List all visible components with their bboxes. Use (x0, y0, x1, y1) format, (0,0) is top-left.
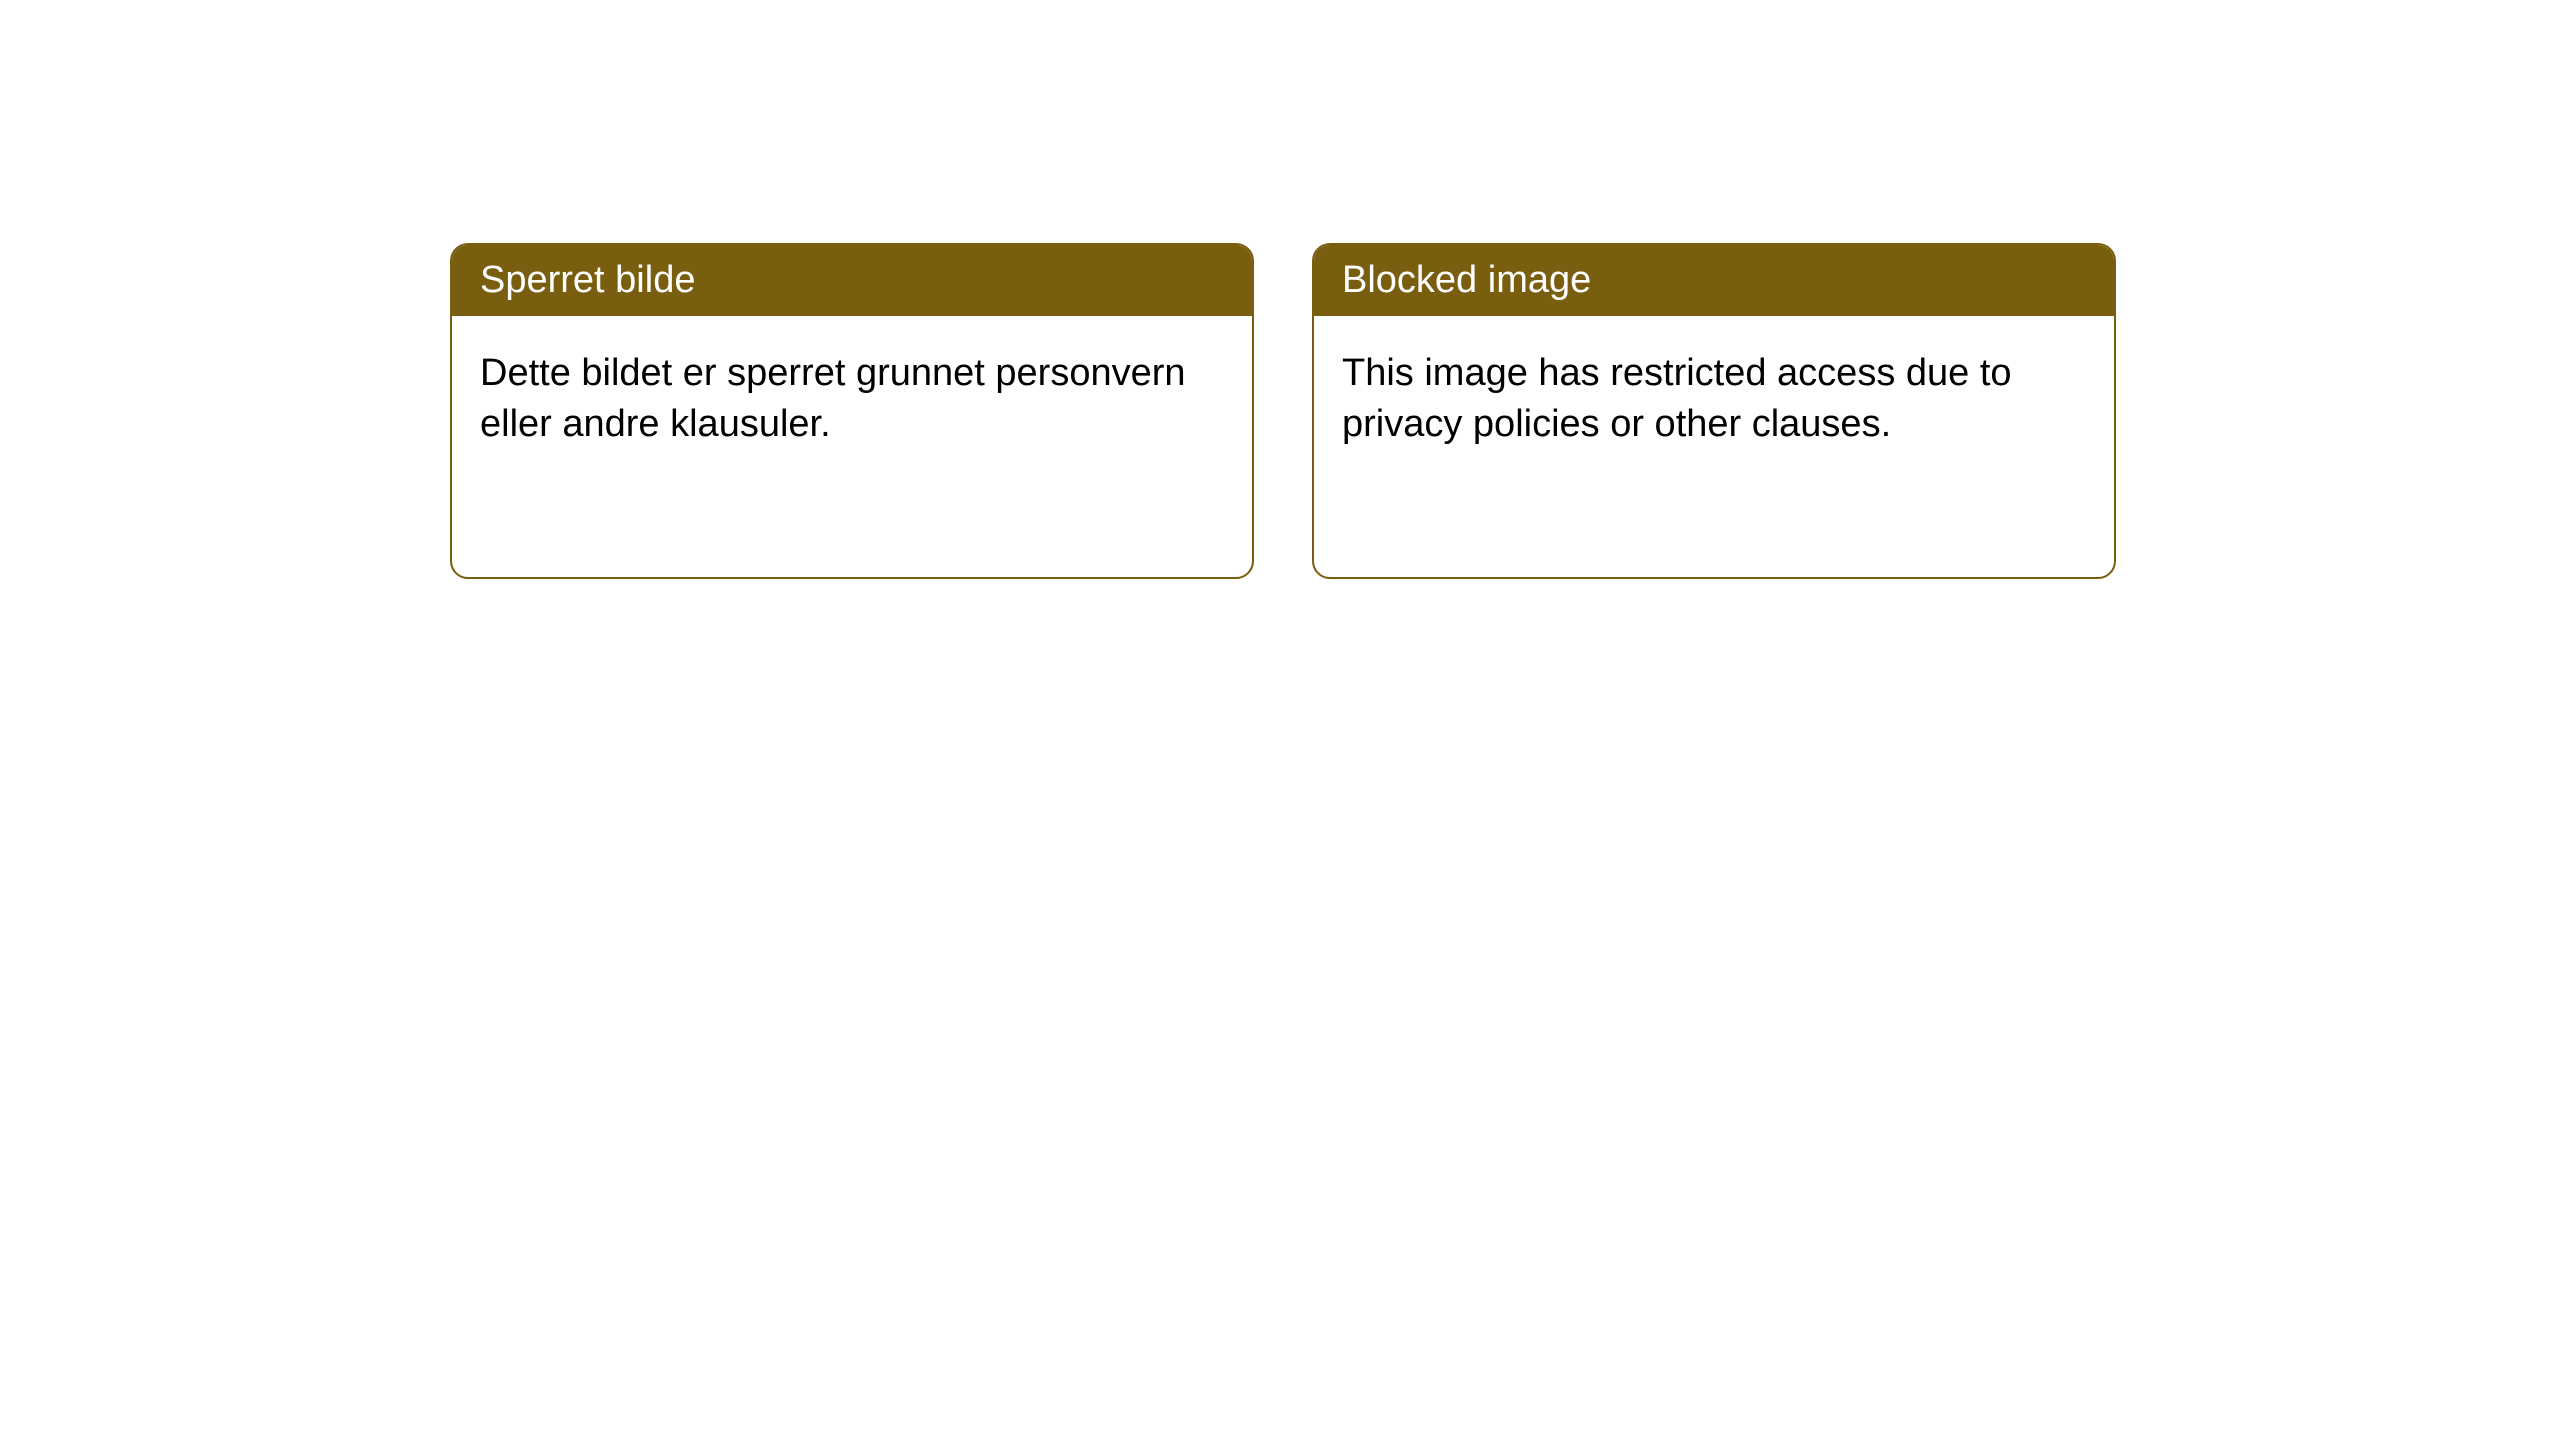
card-message: Dette bildet er sperret grunnet personve… (480, 352, 1186, 445)
blocked-image-card-no: Sperret bilde Dette bildet er sperret gr… (450, 243, 1254, 579)
card-header: Blocked image (1314, 245, 2114, 316)
card-title: Blocked image (1342, 259, 1591, 301)
card-body: Dette bildet er sperret grunnet personve… (452, 316, 1252, 483)
blocked-image-card-en: Blocked image This image has restricted … (1312, 243, 2116, 579)
blocked-image-cards: Sperret bilde Dette bildet er sperret gr… (450, 243, 2116, 579)
card-header: Sperret bilde (452, 245, 1252, 316)
card-title: Sperret bilde (480, 259, 695, 301)
card-message: This image has restricted access due to … (1342, 352, 2012, 445)
card-body: This image has restricted access due to … (1314, 316, 2114, 483)
